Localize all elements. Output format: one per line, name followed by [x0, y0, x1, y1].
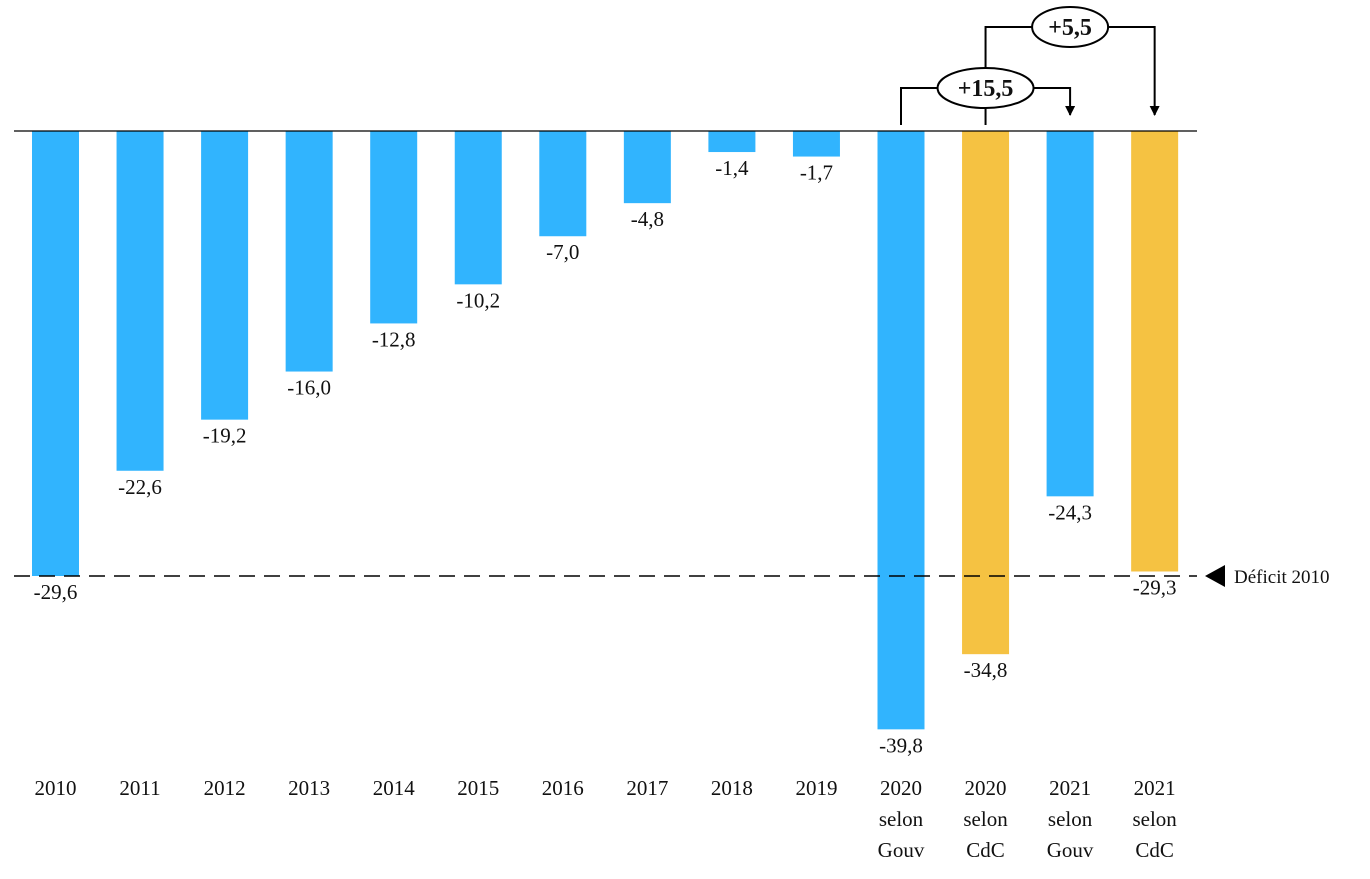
value-label: -29,6: [34, 580, 78, 604]
bar-2021-selon-CdC: [1131, 131, 1179, 572]
category-label: 2011: [119, 776, 160, 800]
category-label: 2020: [965, 776, 1007, 800]
bar-2019: [792, 131, 840, 157]
connector-line: [984, 26, 1033, 68]
bar-2014: [370, 131, 418, 324]
bar-2012: [201, 131, 249, 420]
category-label: selon: [1132, 807, 1177, 831]
category-label: selon: [1048, 807, 1093, 831]
bar-2011: [116, 131, 164, 471]
bar-2015: [454, 131, 502, 285]
category-label: selon: [963, 807, 1008, 831]
value-label: -10,2: [456, 288, 500, 312]
category-label: 2021: [1134, 776, 1176, 800]
category-label: 2020: [880, 776, 922, 800]
value-label: -7,0: [546, 240, 579, 264]
category-label: CdC: [1135, 838, 1174, 862]
bar-2018: [708, 131, 756, 153]
category-label: selon: [879, 807, 924, 831]
bar-2016: [539, 131, 587, 237]
annotation-label: +5,5: [1048, 15, 1092, 41]
value-label: -19,2: [203, 424, 247, 448]
annotation-ellipse: [1031, 6, 1110, 48]
connector-line: [900, 87, 938, 125]
bar-2020-selon-CdC: [962, 131, 1010, 655]
value-label: -34,8: [964, 658, 1008, 682]
category-label: 2021: [1049, 776, 1091, 800]
category-label: 2015: [457, 776, 499, 800]
difference-annotation: +5,5: [984, 6, 1160, 116]
category-label: Gouv: [878, 838, 925, 862]
category-label: 2014: [373, 776, 416, 800]
value-label: -16,0: [287, 376, 331, 400]
triangle-pointer-icon: [1205, 565, 1225, 587]
category-label: 2012: [204, 776, 246, 800]
difference-annotation: +15,5: [900, 67, 1076, 125]
category-label: 2018: [711, 776, 753, 800]
value-label: -4,8: [631, 207, 664, 231]
reference-line-label: Déficit 2010: [1234, 567, 1330, 588]
category-label: CdC: [966, 838, 1005, 862]
arrow-connector: [1033, 87, 1076, 116]
category-label: 2010: [35, 776, 77, 800]
value-label: -22,6: [118, 475, 162, 499]
bar-2021-selon-Gouv: [1046, 131, 1094, 497]
value-label: -29,3: [1133, 575, 1177, 599]
value-label: -1,4: [715, 156, 749, 180]
bar-2020-selon-Gouv: [877, 131, 925, 730]
category-label: 2017: [626, 776, 668, 800]
category-label: Gouv: [1047, 838, 1094, 862]
arrow-connector: [1108, 26, 1160, 116]
category-label: 2013: [288, 776, 330, 800]
annotation-label: +15,5: [958, 76, 1014, 102]
bar-2017: [623, 131, 671, 204]
category-label: 2019: [795, 776, 837, 800]
bar-2013: [285, 131, 333, 372]
category-label: 2016: [542, 776, 584, 800]
value-label: -1,7: [800, 161, 833, 185]
bar-2010: [32, 131, 79, 576]
value-label: -12,8: [372, 327, 416, 351]
value-label: -24,3: [1048, 500, 1092, 524]
value-label: -39,8: [879, 733, 923, 757]
